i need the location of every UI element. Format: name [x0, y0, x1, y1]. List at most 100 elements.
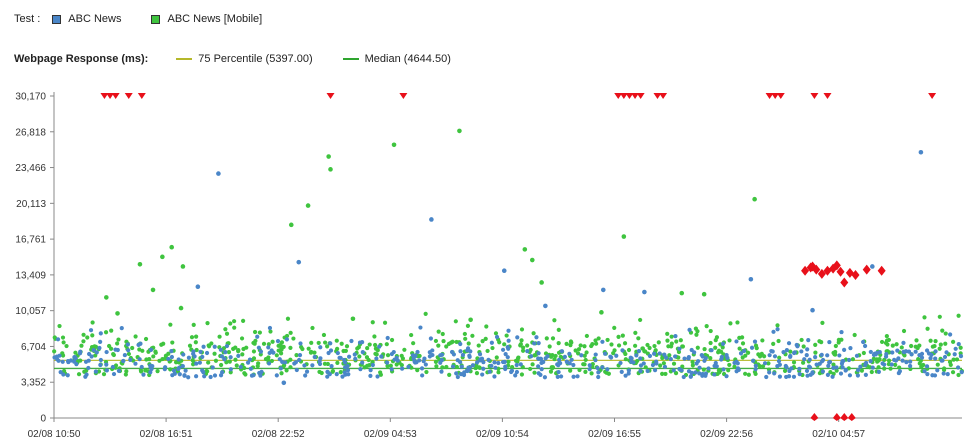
point-abc-news-mobile — [745, 350, 751, 355]
point-abc-news — [60, 359, 65, 364]
point-abc-news-mobile — [473, 365, 478, 371]
point-abc-news-mobile — [762, 354, 767, 359]
point-abc-news-mobile — [224, 331, 230, 336]
point-abc-news — [804, 353, 809, 358]
point-abc-news — [509, 369, 514, 375]
point-abc-news-mobile — [57, 323, 62, 329]
point-abc-news — [636, 349, 642, 354]
point-abc-news-mobile — [720, 345, 725, 350]
point-abc-news-mobile — [569, 340, 574, 345]
point-abc-news — [318, 356, 323, 361]
point-abc-news-mobile — [766, 361, 771, 366]
point-abc-news-mobile — [454, 364, 460, 370]
point-abc-news-mobile — [330, 369, 335, 374]
point-abc-news — [176, 357, 181, 362]
point-abc-news-mobile — [231, 346, 236, 351]
point-abc-news-mobile — [252, 341, 257, 346]
point-abc-news-mobile — [577, 367, 582, 373]
point-abc-news-mobile — [388, 363, 393, 368]
legend-item-abc-news[interactable]: ABC News — [52, 13, 121, 25]
point-abc-news-mobile-outlier — [529, 257, 535, 263]
legend-item-75-percentile[interactable]: 75 Percentile (5397.00) — [176, 53, 313, 65]
point-abc-news — [596, 374, 601, 380]
point-abc-news — [368, 373, 373, 379]
legend-item-abc-news-mobile[interactable]: ABC News [Mobile] — [151, 13, 262, 25]
point-abc-news — [334, 371, 339, 377]
point-abc-news-mobile — [782, 368, 788, 373]
point-abc-news — [266, 361, 272, 366]
point-abc-news — [681, 374, 686, 380]
error-marker — [832, 260, 841, 271]
point-abc-news-mobile — [206, 360, 211, 365]
point-abc-news-mobile — [73, 350, 78, 355]
point-abc-news — [505, 355, 510, 360]
point-abc-news-mobile — [81, 332, 86, 337]
point-abc-news — [503, 364, 508, 369]
point-abc-news-mobile — [519, 327, 525, 332]
point-abc-news-mobile — [520, 348, 526, 353]
error-marker-bottom — [840, 413, 849, 421]
point-abc-news — [562, 354, 568, 359]
point-abc-news — [458, 372, 464, 377]
point-abc-news — [919, 355, 925, 360]
point-abc-news — [712, 363, 717, 369]
point-abc-news — [593, 352, 598, 357]
point-abc-news-mobile — [754, 346, 759, 351]
y-tick-label: 23,466 — [15, 163, 46, 174]
point-abc-news-outlier — [501, 268, 507, 274]
point-abc-news-mobile — [266, 342, 271, 347]
point-abc-news-mobile — [504, 333, 509, 338]
point-abc-news-mobile — [476, 343, 481, 348]
point-abc-news-mobile — [310, 325, 315, 331]
point-abc-news — [771, 329, 776, 334]
y-tick-label: 30,170 — [15, 92, 46, 103]
point-abc-news — [77, 351, 83, 356]
error-marker-top — [928, 93, 937, 99]
point-abc-news-mobile — [879, 339, 885, 345]
error-marker-top — [659, 93, 668, 99]
point-abc-news — [734, 369, 739, 374]
point-abc-news-mobile — [130, 345, 135, 351]
point-abc-news-mobile — [217, 334, 222, 339]
point-abc-news — [294, 367, 299, 373]
point-abc-news-mobile — [671, 361, 677, 366]
chart-axes: 0 3,352 6,704 10,057 13,409 16,761 20,113 23,46… — [15, 92, 962, 440]
point-abc-news-mobile — [274, 353, 279, 358]
point-abc-news-mobile — [638, 317, 643, 323]
point-abc-news-mobile — [930, 344, 935, 349]
point-abc-news — [503, 352, 508, 357]
point-abc-news — [148, 347, 154, 352]
point-abc-news — [224, 343, 230, 349]
point-abc-news-mobile — [899, 345, 904, 350]
point-abc-news — [454, 371, 459, 376]
point-abc-news — [455, 358, 460, 363]
point-abc-news — [389, 367, 394, 372]
error-marker-bottom — [847, 413, 856, 421]
point-abc-news — [903, 349, 909, 354]
point-abc-news-mobile — [126, 351, 131, 357]
point-abc-news — [862, 343, 868, 349]
point-abc-news-outlier — [296, 259, 302, 265]
point-abc-news — [505, 344, 510, 350]
point-abc-news — [623, 373, 628, 378]
point-abc-news-mobile — [820, 320, 825, 325]
point-abc-news — [618, 360, 623, 366]
point-abc-news — [861, 339, 866, 345]
point-abc-news — [171, 368, 177, 373]
point-abc-news-mobile — [813, 350, 818, 355]
point-abc-news-mobile — [374, 352, 379, 357]
point-abc-news-mobile — [103, 330, 109, 335]
y-tick-label: 0 — [40, 414, 46, 425]
point-abc-news — [198, 349, 203, 354]
point-abc-news-mobile — [548, 354, 554, 359]
point-abc-news — [569, 357, 574, 362]
y-tick-label: 6,704 — [21, 342, 46, 353]
x-tick-label: 02/09 10:54 — [476, 429, 529, 440]
point-abc-news-mobile — [737, 346, 742, 351]
point-abc-news — [278, 366, 283, 371]
point-abc-news — [310, 363, 315, 368]
point-abc-news-mobile-outlier — [178, 305, 184, 311]
legend-item-median[interactable]: Median (4644.50) — [342, 53, 451, 65]
point-abc-news-mobile — [528, 366, 533, 372]
point-abc-news-mobile — [474, 370, 480, 376]
